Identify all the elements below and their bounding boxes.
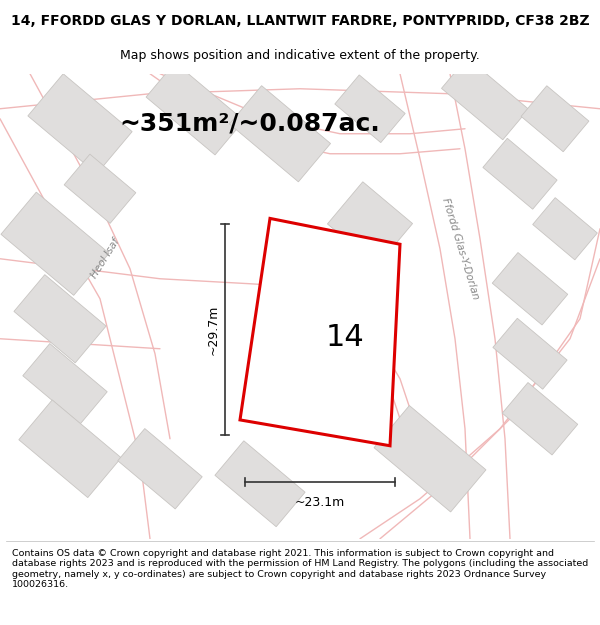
- Text: 14: 14: [326, 322, 364, 352]
- Polygon shape: [374, 406, 486, 512]
- Polygon shape: [229, 86, 331, 182]
- Polygon shape: [118, 429, 202, 509]
- Polygon shape: [64, 154, 136, 223]
- Polygon shape: [296, 279, 385, 366]
- Polygon shape: [28, 74, 132, 174]
- Polygon shape: [240, 218, 400, 446]
- Polygon shape: [492, 253, 568, 325]
- Polygon shape: [521, 86, 589, 152]
- Text: ~23.1m: ~23.1m: [295, 496, 345, 509]
- Text: ~351m²/~0.087ac.: ~351m²/~0.087ac.: [119, 112, 380, 136]
- Polygon shape: [533, 198, 598, 260]
- Polygon shape: [335, 75, 405, 142]
- Polygon shape: [493, 318, 567, 389]
- Polygon shape: [215, 441, 305, 527]
- Text: Contains OS data © Crown copyright and database right 2021. This information is : Contains OS data © Crown copyright and d…: [12, 549, 588, 589]
- Polygon shape: [442, 58, 529, 140]
- Text: ~29.7m: ~29.7m: [206, 304, 220, 355]
- Polygon shape: [483, 138, 557, 209]
- Text: Heol Isaf: Heol Isaf: [89, 237, 121, 281]
- Polygon shape: [14, 274, 106, 363]
- Polygon shape: [1, 192, 109, 296]
- Text: Map shows position and indicative extent of the property.: Map shows position and indicative extent…: [120, 49, 480, 62]
- Polygon shape: [23, 344, 107, 424]
- Polygon shape: [328, 182, 413, 266]
- Polygon shape: [502, 382, 578, 455]
- Text: 14, FFORDD GLAS Y DORLAN, LLANTWIT FARDRE, PONTYPRIDD, CF38 2BZ: 14, FFORDD GLAS Y DORLAN, LLANTWIT FARDR…: [11, 14, 589, 28]
- Polygon shape: [146, 62, 244, 155]
- Polygon shape: [19, 400, 121, 498]
- Text: Ffordd Glas-Y-Dorlan: Ffordd Glas-Y-Dorlan: [440, 197, 480, 301]
